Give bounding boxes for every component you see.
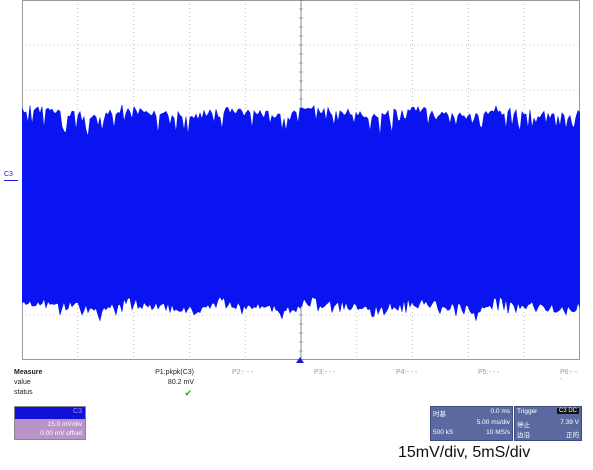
timebase-scale: 5.00 ms/div (476, 419, 510, 426)
p6-slot[interactable]: P6:- - - (560, 369, 578, 383)
timebase-descriptor[interactable]: 时基 0.0 ms 5.00 ms/div 500 kS 10 MS/s (430, 406, 513, 441)
measure-row-status: status (14, 389, 33, 396)
trigger-type: 边沿 (517, 432, 530, 439)
sample-count: 500 kS (433, 429, 454, 436)
trigger-source-badge: C3 DC (556, 408, 579, 414)
p3-slot[interactable]: P3:- - - (314, 369, 336, 376)
trigger-descriptor[interactable]: Trigger C3 DC 停止 7.39 V 边沿 正的 (514, 406, 582, 441)
timebase-delay: 0.0 ms (490, 408, 510, 415)
p2-slot[interactable]: P2:- - - (232, 369, 254, 376)
channel-ground-marker: C3 (4, 171, 18, 181)
measure-header: Measure (14, 369, 43, 376)
vertical-offset: 0.00 mV offset (40, 430, 82, 437)
p1-status-check-icon: ✔ (184, 388, 192, 398)
timebase-label: 时基 (433, 411, 446, 418)
trigger-title: Trigger (517, 408, 538, 415)
trigger-mode: 停止 (517, 422, 530, 429)
p1-value: 80.2 mV (167, 379, 194, 386)
trigger-level: 7.39 V (560, 419, 579, 426)
p5-slot[interactable]: P5:- - - (478, 369, 500, 376)
trigger-slope: 正的 (566, 432, 579, 439)
measure-row-value: value (14, 379, 31, 386)
waveform-plot (21, 0, 581, 361)
channel-name: C3 (73, 408, 82, 415)
figure-caption: 15mV/div, 5mS/div (398, 444, 531, 461)
p4-slot[interactable]: P4:- - - (396, 369, 418, 376)
channel-settings: 15.0 mV/div 0.00 mV offset (15, 419, 85, 439)
channel-c3-descriptor[interactable]: C3 15.0 mV/div 0.00 mV offset (14, 406, 86, 440)
trigger-position-marker[interactable] (296, 357, 304, 363)
p1-label[interactable]: P1:pkpk(C3) (155, 369, 194, 376)
waveform-trace (21, 104, 581, 322)
channel-color-swatch: C3 (15, 407, 85, 419)
measure-panel: Measure value status P1:pkpk(C3) 80.2 mV… (14, 368, 580, 408)
sample-rate: 10 MS/s (486, 429, 510, 436)
oscilloscope-display (21, 0, 581, 361)
vertical-scale: 15.0 mV/div (47, 421, 82, 428)
